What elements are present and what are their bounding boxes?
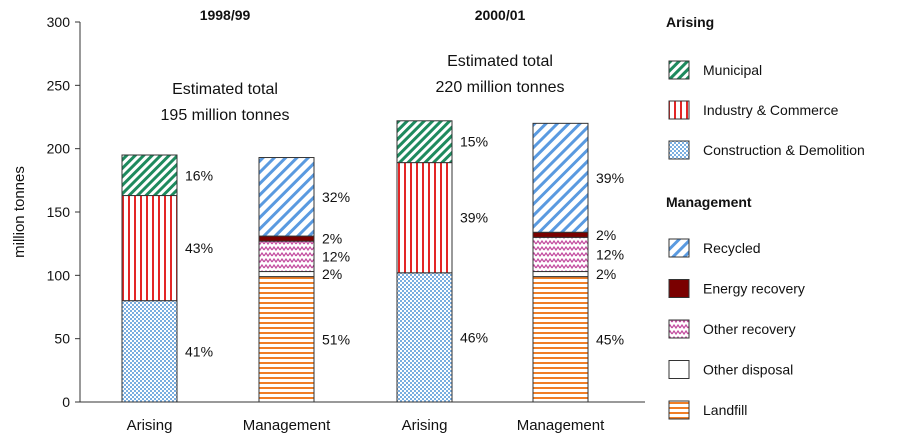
group-1998-99: 1998/99 Estimated total 195 million tonnes…: [121, 7, 350, 434]
bar-segment-industry-and-commerce: [396, 162, 453, 274]
y-tick-label: 200: [47, 141, 71, 157]
y-tick-label: 0: [62, 394, 70, 410]
legend-swatch-energy-recovery: [668, 279, 690, 298]
stacked-bar-management: 45% 2% 12% 2% 39% Management: [517, 122, 624, 434]
x-category-label: Management: [243, 417, 331, 434]
legend-item-label: Energy recovery: [703, 281, 805, 297]
y-tick-label: 250: [47, 77, 71, 93]
legend: Arising Municipal Industry & Commerce Const…: [666, 14, 865, 420]
bar-segment-recycled: [532, 122, 589, 233]
legend-swatch-municipal: [668, 60, 690, 80]
segment-data-label: 12%: [596, 246, 624, 262]
bar-segment-municipal: [396, 120, 453, 164]
bar-segment-industry-and-commerce: [121, 195, 178, 302]
legend-swatch-recycled: [668, 238, 690, 258]
legend-item-label: Industry & Commerce: [703, 102, 839, 118]
y-axis-label: million tonnes: [11, 166, 28, 258]
legend-item-label: Landfill: [703, 402, 747, 418]
segment-data-label: 39%: [596, 170, 624, 186]
legend-swatch-other-disposal: [668, 360, 690, 379]
segment-data-label: 41%: [185, 343, 213, 359]
bar-segment-landfill: [532, 276, 589, 403]
segment-data-label: 51%: [322, 331, 350, 347]
legend-item-label: Other disposal: [703, 362, 793, 378]
x-category-label: Arising: [127, 417, 173, 434]
group-2000-01: 2000/01 Estimated total 220 million tonnes…: [396, 7, 624, 434]
stacked-bar-management: 51%2%12%2%32%Management: [243, 157, 350, 434]
segment-data-label: 12%: [322, 248, 350, 264]
y-axis-ticks: 0 50 100 150 200 250 300: [47, 14, 80, 410]
bar-segment-other-recovery: [258, 240, 315, 273]
legend-swatch-landfill: [668, 400, 690, 420]
stacked-bar-arising: 46% 39% 15% Arising: [396, 120, 488, 434]
y-tick-label: 100: [47, 267, 71, 283]
segment-data-label: 46%: [460, 329, 488, 345]
legend-section-title: Management: [666, 194, 752, 210]
estimated-total-label: 195 million tonnes: [161, 107, 290, 124]
segment-data-label: 45%: [596, 331, 624, 347]
bar-segment-energy-recovery: [532, 231, 589, 238]
bar-segment-landfill: [258, 276, 315, 403]
segment-data-label: 16%: [185, 167, 213, 183]
estimated-total-label: Estimated total: [447, 53, 553, 70]
group-period-title: 1998/99: [200, 7, 251, 23]
legend-swatch-construction-and-demolition: [668, 140, 690, 160]
x-category-label: Management: [517, 417, 605, 434]
segment-data-label: 2%: [322, 266, 342, 282]
estimated-total-label: Estimated total: [172, 81, 278, 98]
segment-data-label: 2%: [596, 227, 616, 243]
segment-data-label: 39%: [460, 210, 488, 226]
bar-segment-other-disposal: [258, 271, 315, 278]
y-tick-label: 300: [47, 14, 71, 30]
legend-swatch-industry-and-commerce: [668, 100, 690, 120]
y-tick-label: 50: [54, 331, 70, 347]
segment-data-label: 2%: [596, 266, 616, 282]
segment-data-label: 15%: [460, 134, 488, 150]
bar-segment-construction-and-demolition: [396, 272, 453, 403]
legend-item-label: Other recovery: [703, 321, 796, 337]
bar-segment-municipal: [121, 154, 178, 197]
legend-section-title: Arising: [666, 14, 714, 30]
group-period-title: 2000/01: [475, 7, 526, 23]
segment-data-label: 32%: [322, 189, 350, 205]
legend-item-label: Municipal: [703, 62, 762, 78]
legend-item-label: Recycled: [703, 240, 761, 256]
segment-data-label: 2%: [322, 231, 342, 247]
bar-segment-other-disposal: [532, 271, 589, 278]
bar-segment-other-recovery: [532, 236, 589, 273]
y-tick-label: 150: [47, 204, 71, 220]
bar-segment-recycled: [258, 157, 315, 237]
legend-item-label: Construction & Demolition: [703, 142, 865, 158]
bar-segment-construction-and-demolition: [121, 300, 178, 403]
x-category-label: Arising: [402, 417, 448, 434]
chart-groups: 1998/99 Estimated total 195 million tonnes…: [121, 7, 624, 434]
estimated-total-label: 220 million tonnes: [436, 79, 565, 96]
segment-data-label: 43%: [185, 240, 213, 256]
stacked-bar-arising: 41% 43% 16% Arising: [121, 154, 213, 434]
legend-swatch-other-recovery: [668, 319, 690, 339]
bar-segment-energy-recovery: [258, 235, 315, 242]
